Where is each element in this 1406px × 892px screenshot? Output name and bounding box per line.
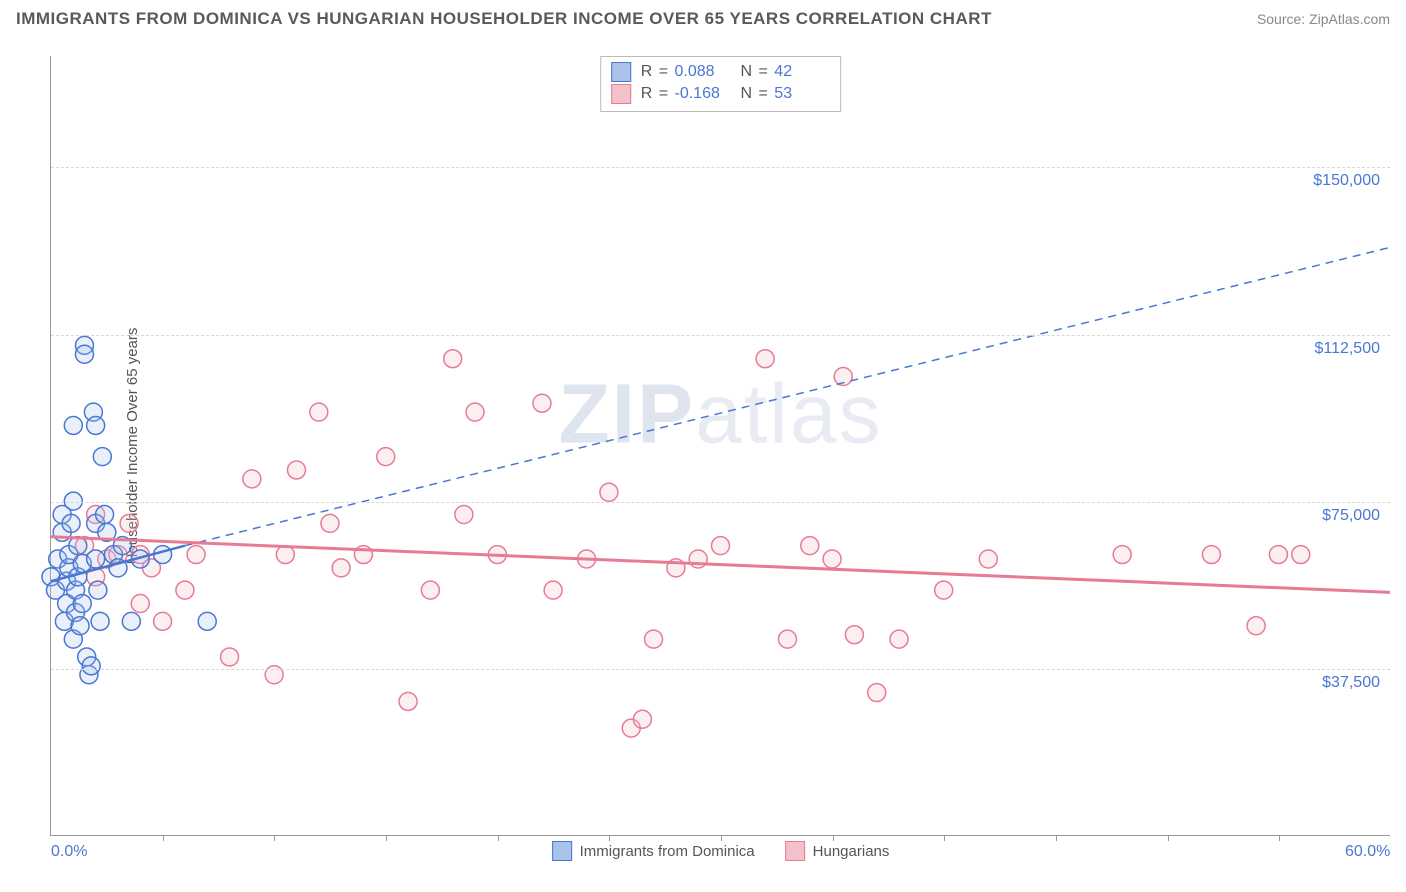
- legend-item: Immigrants from Dominica: [552, 841, 755, 861]
- legend-label: Immigrants from Dominica: [580, 843, 755, 860]
- x-tick-mark: [944, 835, 945, 841]
- x-tick-mark: [498, 835, 499, 841]
- x-tick-label: 0.0%: [51, 843, 87, 861]
- y-tick-label: $150,000: [1313, 172, 1380, 190]
- swatch-series-b: [785, 841, 805, 861]
- stat-r-value: 0.088: [675, 61, 731, 83]
- swatch-series-a: [611, 62, 631, 82]
- x-tick-mark: [1056, 835, 1057, 841]
- chart-svg: [51, 56, 1390, 835]
- stat-n-label: N: [741, 63, 753, 80]
- x-tick-mark: [386, 835, 387, 841]
- stat-n-value: 42: [774, 61, 830, 83]
- series-legend: Immigrants from Dominica Hungarians: [552, 841, 890, 861]
- stats-row: R = -0.168 N = 53: [611, 83, 831, 105]
- stat-r-label: R: [641, 63, 653, 80]
- legend-label: Hungarians: [813, 843, 890, 860]
- gridline: [51, 502, 1390, 503]
- stats-legend: R = 0.088 N = 42 R = -0.168 N = 53: [600, 56, 842, 112]
- x-tick-mark: [274, 835, 275, 841]
- plot-area: ZIPatlas R = 0.088 N = 42 R = -0.168 N =…: [50, 56, 1390, 836]
- stats-row: R = 0.088 N = 42: [611, 61, 831, 83]
- gridline: [51, 335, 1390, 336]
- legend-item: Hungarians: [785, 841, 890, 861]
- x-tick-label: 60.0%: [1345, 843, 1390, 861]
- gridline: [51, 669, 1390, 670]
- y-tick-label: $75,000: [1322, 507, 1380, 525]
- chart-header: IMMIGRANTS FROM DOMINICA VS HUNGARIAN HO…: [0, 0, 1406, 38]
- x-tick-mark: [163, 835, 164, 841]
- chart-title: IMMIGRANTS FROM DOMINICA VS HUNGARIAN HO…: [16, 9, 992, 29]
- y-tick-label: $112,500: [1314, 340, 1380, 358]
- x-tick-mark: [1279, 835, 1280, 841]
- stat-n-value: 53: [774, 83, 830, 105]
- gridline: [51, 167, 1390, 168]
- stat-r-label: R: [641, 85, 653, 102]
- swatch-series-b: [611, 84, 631, 104]
- y-tick-label: $37,500: [1322, 674, 1380, 692]
- stat-n-label: N: [741, 85, 753, 102]
- chart-source: Source: ZipAtlas.com: [1257, 11, 1390, 27]
- stat-r-value: -0.168: [675, 83, 731, 105]
- swatch-series-a: [552, 841, 572, 861]
- x-tick-mark: [1168, 835, 1169, 841]
